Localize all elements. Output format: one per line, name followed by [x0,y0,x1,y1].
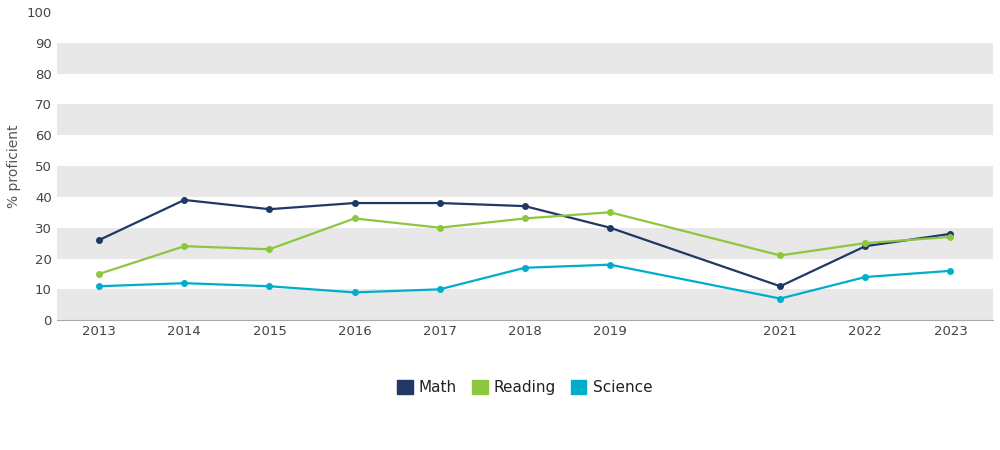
Science [519,265,531,270]
Science [93,284,105,289]
Math [349,200,361,206]
Math [178,197,190,202]
Bar [57,258,993,289]
Reading [944,234,956,240]
Science [349,290,361,295]
Bar [57,289,993,320]
Bar [57,12,993,43]
Reading [434,225,446,230]
Science [859,274,871,280]
Bar [57,197,993,228]
Science [178,280,190,286]
Reading [349,216,361,221]
Math [434,200,446,206]
Math [93,237,105,243]
Math [859,243,871,249]
Legend: Math, Reading, Science: Math, Reading, Science [391,374,658,401]
Reading [604,210,616,215]
Line: Reading: Reading [96,210,953,277]
Math [519,203,531,209]
Reading [263,247,275,252]
Math [263,207,275,212]
Reading [859,240,871,246]
Science [774,296,786,302]
Math [774,284,786,289]
Math [944,231,956,237]
Bar [57,135,993,166]
Math [604,225,616,230]
Line: Science: Science [96,262,953,302]
Reading [774,253,786,258]
Line: Math: Math [96,197,953,289]
Science [263,284,275,289]
Bar [57,166,993,197]
Bar [57,43,993,74]
Science [944,268,956,274]
Science [434,287,446,292]
Reading [178,243,190,249]
Bar [57,74,993,104]
Reading [93,271,105,277]
Y-axis label: % proficient: % proficient [7,124,21,208]
Bar [57,228,993,258]
Science [604,262,616,267]
Reading [519,216,531,221]
Bar [57,104,993,135]
